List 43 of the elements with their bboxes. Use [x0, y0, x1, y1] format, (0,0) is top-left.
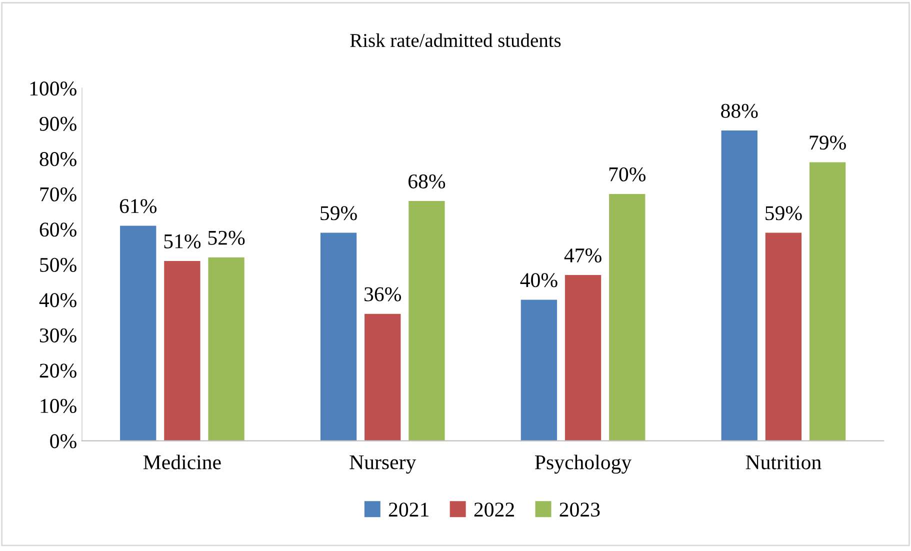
data-label: 79%: [810, 136, 846, 150]
bar: [408, 201, 445, 441]
data-label: 51%: [164, 234, 201, 248]
legend-label: 2023: [560, 502, 600, 517]
bar: [721, 130, 758, 441]
x-tick-label: Nutrition: [746, 455, 822, 470]
y-tick-label: 100%: [30, 82, 76, 96]
bar: [120, 226, 156, 441]
data-label: 47%: [564, 248, 602, 263]
data-label: 88%: [721, 104, 758, 118]
data-label: 68%: [408, 174, 446, 189]
y-tick-label: 90%: [40, 116, 76, 131]
y-tick-label: 0%: [50, 434, 76, 448]
legend-label: 2021: [388, 502, 428, 517]
data-label: 52%: [208, 230, 245, 245]
bar: [609, 194, 646, 441]
x-tick-label: Medicine: [143, 454, 221, 470]
chart-title: Risk rate/admitted students: [350, 33, 561, 48]
y-tick-label: 50%: [40, 258, 76, 272]
y-tick-label: 10%: [40, 398, 76, 414]
data-label: 36%: [364, 287, 402, 302]
legend-label: 2022: [474, 502, 514, 517]
bar: [809, 162, 846, 441]
y-tick-label: 40%: [39, 293, 76, 308]
y-tick-label: 70%: [40, 187, 76, 202]
data-label: 61%: [120, 199, 156, 214]
y-tick-label: 80%: [40, 152, 76, 166]
bar: [208, 257, 244, 441]
y-tick-label: 30%: [40, 328, 76, 343]
data-label: 70%: [609, 167, 646, 182]
data-label: 40%: [520, 273, 558, 288]
bar: [765, 232, 802, 441]
x-tick-label: Psychology: [535, 454, 632, 474]
data-label: 59%: [320, 206, 357, 220]
y-tick-label: 60%: [40, 222, 76, 237]
bar: [164, 260, 200, 441]
bar: [564, 275, 602, 441]
x-tick-label: Nursery: [350, 455, 416, 474]
bar: [364, 314, 401, 441]
y-tick-label: 20%: [40, 364, 76, 378]
bar: [320, 232, 357, 441]
bar: [520, 300, 558, 441]
data-label: 59%: [766, 206, 802, 220]
